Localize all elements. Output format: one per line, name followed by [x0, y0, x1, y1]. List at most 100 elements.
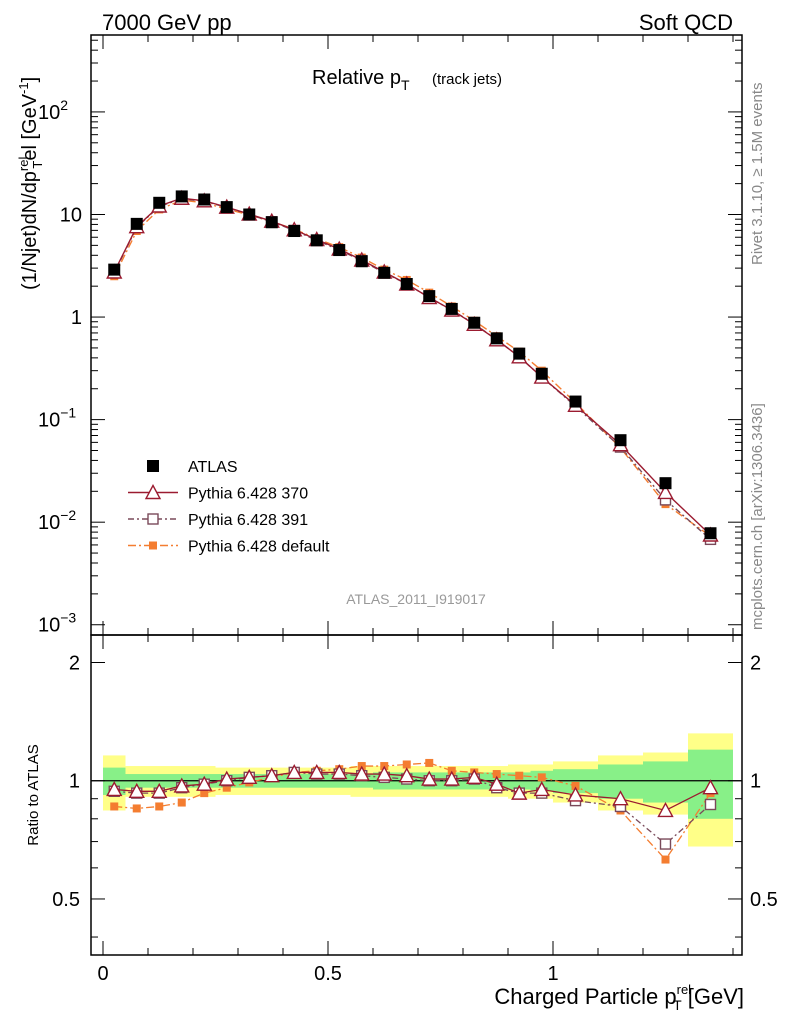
ratio-point-pdef	[492, 770, 501, 779]
band-stat	[643, 761, 688, 803]
ratio-point-p370	[173, 777, 190, 793]
rivet-label: Rivet 3.1.10, ≥ 1.5M events	[749, 83, 766, 266]
legend-label-atlas: ATLAS	[188, 459, 238, 476]
ratio-line-pdef	[114, 762, 712, 861]
y-tick-label: 10−3	[38, 610, 76, 637]
ratio-point-pdef	[222, 783, 231, 792]
mcplots-label: mcplots.cern.ch [arXiv:1306.3436]	[749, 403, 766, 630]
point-atlas	[659, 477, 672, 490]
point-atlas	[355, 255, 368, 268]
ratio-point-p370	[702, 779, 719, 795]
point-atlas	[220, 201, 233, 214]
ratio-point-p370	[241, 768, 258, 785]
ratio-axis-ticks: 0.5 0.5 1 1 2 2 0 0.5 1	[52, 635, 778, 985]
ratio-point-pdef	[571, 781, 580, 790]
point-p370	[657, 483, 674, 500]
ratio-point-p370	[511, 784, 528, 800]
legend-label-p370: Pythia 6.428 370	[188, 486, 308, 503]
legend-label-pdef: Pythia 6.428 default	[188, 539, 330, 556]
main-axis-ticks: 10−3 10−2 10−1 1 10 102	[38, 35, 742, 637]
ratio-point-pdef	[110, 802, 119, 811]
series-line-p370	[113, 197, 711, 536]
y-tick-label: 10	[60, 204, 82, 226]
ratio-point-pdef	[425, 758, 434, 767]
ratio-point-p370	[567, 786, 584, 802]
x-tick-label: 0	[97, 963, 108, 985]
plot-title-main: Relative p	[312, 67, 401, 89]
analysis-id: ATLAS_2011_I919017	[346, 591, 486, 607]
point-atlas	[243, 208, 256, 221]
y-tick-label: 10−1	[38, 405, 76, 432]
point-atlas	[288, 225, 301, 238]
point-atlas	[513, 347, 526, 360]
legend-label-p391: Pythia 6.428 391	[188, 512, 308, 529]
plot-title-note: (track jets)	[432, 71, 502, 88]
point-atlas	[423, 290, 436, 303]
ratio-point-p370	[308, 763, 325, 780]
ratio-point-pdef	[177, 798, 186, 807]
ratio-point-pdef	[537, 773, 546, 782]
header-right: Soft QCD	[639, 10, 733, 35]
plot-title-sub: T	[401, 77, 410, 93]
point-atlas	[265, 216, 278, 229]
x-tick-label: 0.5	[314, 963, 342, 985]
ratio-point-pdef	[132, 804, 141, 813]
ratio-point-p370	[353, 765, 370, 781]
ratio-point-p370	[612, 790, 629, 806]
x-tick-label: 1	[547, 963, 558, 985]
main-series	[106, 189, 719, 546]
point-atlas	[445, 302, 458, 315]
legend-marker-p391	[147, 513, 159, 525]
legend-marker-p370	[144, 484, 162, 500]
legend-marker-atlas	[147, 460, 159, 472]
ratio-ylabel: Ratio to ATLAS	[25, 744, 42, 845]
ratio-point-p370	[218, 770, 235, 786]
legend-marker-pdef	[149, 541, 157, 550]
ratio-plot-frame	[90, 634, 743, 956]
ratio-point-pdef	[155, 802, 164, 811]
ratio-point-p370	[466, 768, 483, 785]
ratio-point-p370	[488, 775, 505, 791]
main-ylabel: (1/Njet)dN/dprelTel [GeV-1]	[16, 77, 45, 290]
plot-title: Relative pT	[312, 67, 410, 93]
ratio-point-p370	[331, 763, 348, 780]
x-axis-label: Charged Particle prel T [GeV]	[494, 982, 744, 1013]
ratio-point-p370	[657, 802, 674, 818]
y-tick-label: 10−2	[38, 507, 76, 534]
ratio-bands	[91, 733, 742, 847]
point-atlas	[310, 234, 323, 247]
y-tick-label: 102	[38, 97, 68, 124]
ratio-point-p370	[151, 782, 168, 798]
point-atlas	[175, 190, 188, 203]
ratio-point-p370	[128, 782, 145, 798]
point-atlas	[468, 316, 481, 329]
ratio-point-pdef	[200, 789, 209, 798]
header-left: 7000 GeV pp	[102, 10, 232, 35]
point-atlas	[535, 367, 548, 380]
ratio-point-p370	[263, 767, 280, 783]
y-tick-label: 1	[71, 307, 82, 329]
point-atlas	[704, 527, 717, 540]
ratio-point-p370	[106, 781, 123, 797]
ratio-point-p370	[286, 763, 303, 780]
ratio-y-tick-label-left: 2	[69, 653, 80, 675]
ratio-point-p370	[398, 767, 415, 783]
ratio-point-p370	[376, 765, 393, 781]
ratio-point-pdef	[402, 760, 411, 769]
ratio-y-tick-label-right: 0.5	[750, 889, 778, 911]
point-atlas	[400, 278, 413, 291]
point-atlas	[130, 217, 143, 230]
ratio-point-p370	[443, 770, 460, 786]
ratio-y-tick-label-left: 1	[69, 771, 80, 793]
point-atlas	[108, 263, 121, 276]
point-atlas	[333, 244, 346, 257]
point-atlas	[490, 332, 503, 345]
ratio-point-p370	[533, 781, 550, 797]
ratio-point-p391	[659, 838, 672, 850]
ratio-point-p370	[196, 775, 213, 791]
point-atlas	[614, 434, 627, 447]
ratio-series	[106, 758, 719, 864]
point-atlas	[378, 266, 391, 279]
legend: ATLAS Pythia 6.428 370 Pythia 6.428 391 Pyt…	[128, 459, 330, 556]
